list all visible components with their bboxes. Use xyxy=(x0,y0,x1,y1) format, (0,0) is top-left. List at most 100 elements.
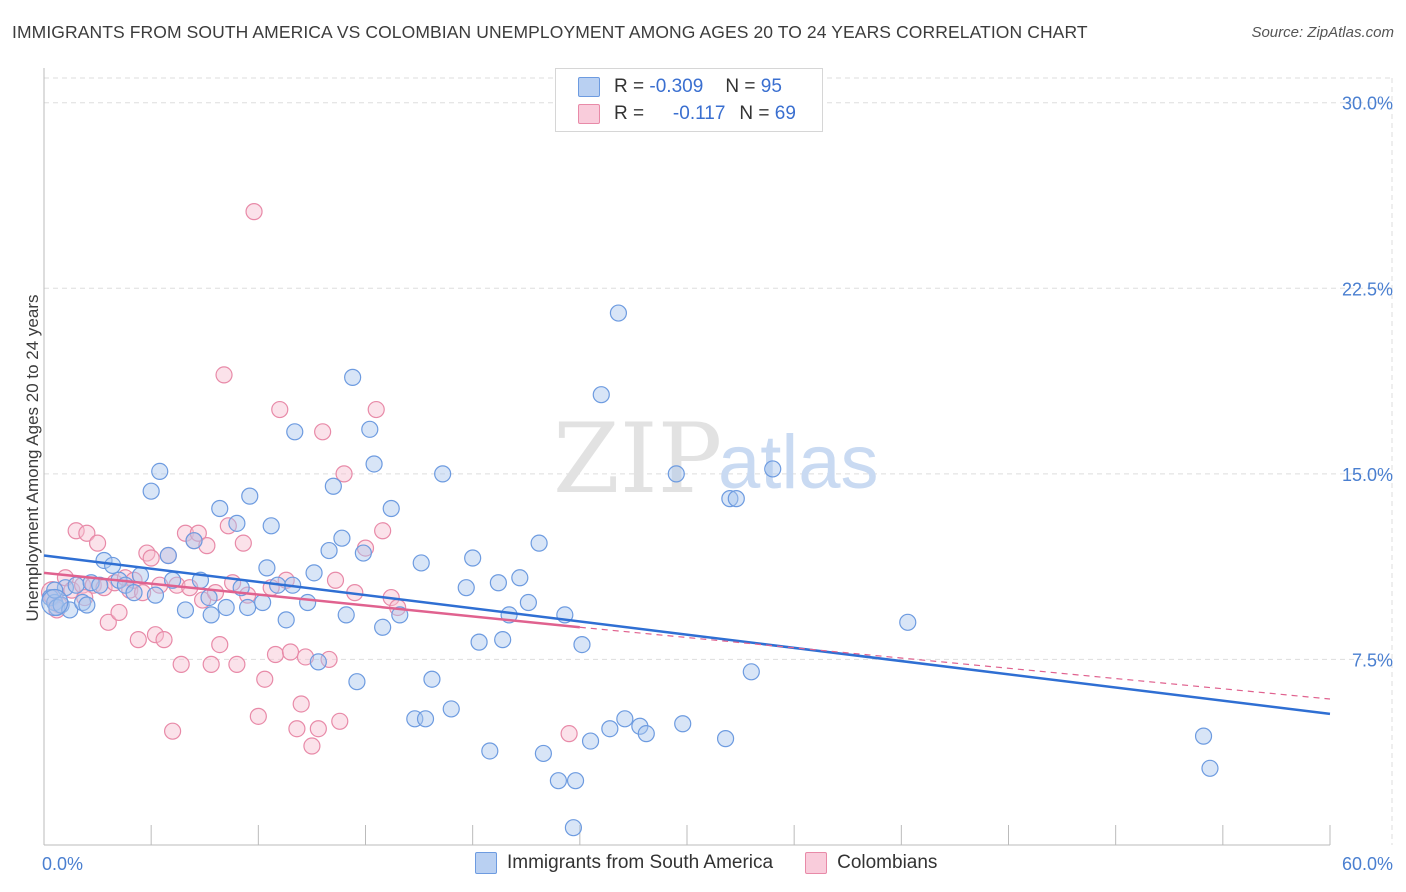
pink-point xyxy=(164,722,182,740)
blue-point xyxy=(742,663,760,681)
blue-point xyxy=(494,631,512,649)
blue-point xyxy=(67,576,85,594)
pink-point xyxy=(303,737,321,755)
blue-point xyxy=(277,611,295,629)
pink-trend-line xyxy=(43,571,580,629)
blue-point xyxy=(382,499,400,518)
blue-point xyxy=(344,368,362,386)
series-legend-blue[interactable]: Immigrants from South America xyxy=(475,852,773,874)
blue-point xyxy=(262,517,280,535)
pink-point xyxy=(331,712,349,730)
blue-point xyxy=(609,304,628,322)
blue-point xyxy=(519,593,537,612)
blue-point xyxy=(52,596,70,614)
pink-point xyxy=(67,522,85,540)
blue-point xyxy=(564,819,583,837)
pink-point xyxy=(211,635,229,654)
x-tick-label-max: 60.0% xyxy=(1342,854,1393,874)
blue-point xyxy=(721,490,739,508)
pink-point xyxy=(314,423,332,441)
blue-point xyxy=(239,598,257,617)
watermark-atlas: atlas xyxy=(718,420,879,505)
pink-point xyxy=(296,648,315,666)
legend-n-blue: 95 xyxy=(760,76,782,97)
pink-point xyxy=(374,522,392,540)
blue-point xyxy=(1201,759,1219,777)
blue-point xyxy=(374,618,392,636)
blue-point xyxy=(176,601,195,619)
pink-point xyxy=(326,571,345,589)
blue-point xyxy=(217,598,235,617)
blue-point xyxy=(511,569,529,587)
blue-point xyxy=(601,720,619,738)
blue-point xyxy=(416,710,435,728)
pink-point xyxy=(309,720,327,738)
blue-point xyxy=(258,559,276,577)
blue-point xyxy=(573,635,591,654)
blue-point xyxy=(305,564,323,582)
blue-point xyxy=(61,601,79,619)
y-tick-label: 30.0% xyxy=(1342,94,1393,114)
pink-point xyxy=(266,645,285,664)
legend-r-pink: -0.117 xyxy=(672,103,726,124)
pink-point xyxy=(129,631,147,649)
series-label-blue: Immigrants from South America xyxy=(507,852,774,873)
pink-trend-extension xyxy=(579,626,1331,700)
blue-point xyxy=(616,710,634,728)
blue-point xyxy=(78,596,96,614)
blue-point xyxy=(125,584,143,602)
pink-point xyxy=(320,650,338,669)
legend-row-blue: R = -0.309 N = 95 xyxy=(578,75,782,99)
pink-point xyxy=(146,626,165,644)
series-swatch-pink xyxy=(805,852,828,874)
pink-point xyxy=(249,707,267,725)
blue-point xyxy=(899,613,917,631)
blue-point xyxy=(200,588,218,607)
legend-n-label-2: N = xyxy=(739,103,770,124)
blue-points xyxy=(41,304,1219,837)
pink-point xyxy=(228,655,246,673)
blue-point xyxy=(211,499,229,518)
blue-point xyxy=(592,386,610,404)
blue-point xyxy=(727,490,745,508)
blue-point xyxy=(674,715,692,733)
blue-point-large xyxy=(41,588,69,617)
legend-n-pink: 69 xyxy=(774,103,796,124)
blue-point xyxy=(286,423,304,441)
blue-point xyxy=(299,593,317,612)
blue-point xyxy=(159,546,177,565)
pink-point xyxy=(78,524,96,542)
blue-point xyxy=(151,462,169,480)
blue-point xyxy=(581,732,600,750)
pink-point xyxy=(560,725,578,743)
pink-point xyxy=(215,366,233,384)
pink-point xyxy=(256,670,274,688)
blue-point xyxy=(365,455,383,473)
x-tick-label-min: 0.0% xyxy=(42,854,83,874)
correlation-legend: R = -0.309 N = 95 R = -0.117 N = 69 xyxy=(555,68,823,132)
blue-trend-line xyxy=(43,554,1331,716)
series-legend-pink[interactable]: Colombians xyxy=(805,852,937,874)
pink-point xyxy=(110,603,128,622)
tick-labels: 7.5% 15.0% 22.5% 30.0% 0.0% 60.0% xyxy=(42,94,1393,874)
y-axis-label: Unemployment Among Ages 20 to 24 years xyxy=(23,295,42,622)
blue-point xyxy=(361,420,379,438)
watermark: ZIP atlas xyxy=(553,403,879,515)
axes xyxy=(43,68,1331,846)
pink-point xyxy=(288,720,306,738)
blue-point xyxy=(464,549,482,567)
pink-point xyxy=(202,655,220,673)
pink-point xyxy=(271,400,289,419)
blue-point xyxy=(202,606,220,624)
legend-swatch-blue xyxy=(578,77,600,97)
y-tick-label: 15.0% xyxy=(1342,465,1393,485)
blue-point xyxy=(146,586,165,604)
legend-swatch-pink xyxy=(578,104,600,124)
blue-point xyxy=(254,593,272,612)
grid-lines xyxy=(44,77,1393,845)
legend-r-blue: -0.309 xyxy=(649,76,704,97)
pink-point xyxy=(367,400,385,419)
blue-point xyxy=(470,633,488,651)
blue-point xyxy=(434,465,452,483)
chart-title: IMMIGRANTS FROM SOUTH AMERICA VS COLOMBI… xyxy=(12,22,1088,42)
